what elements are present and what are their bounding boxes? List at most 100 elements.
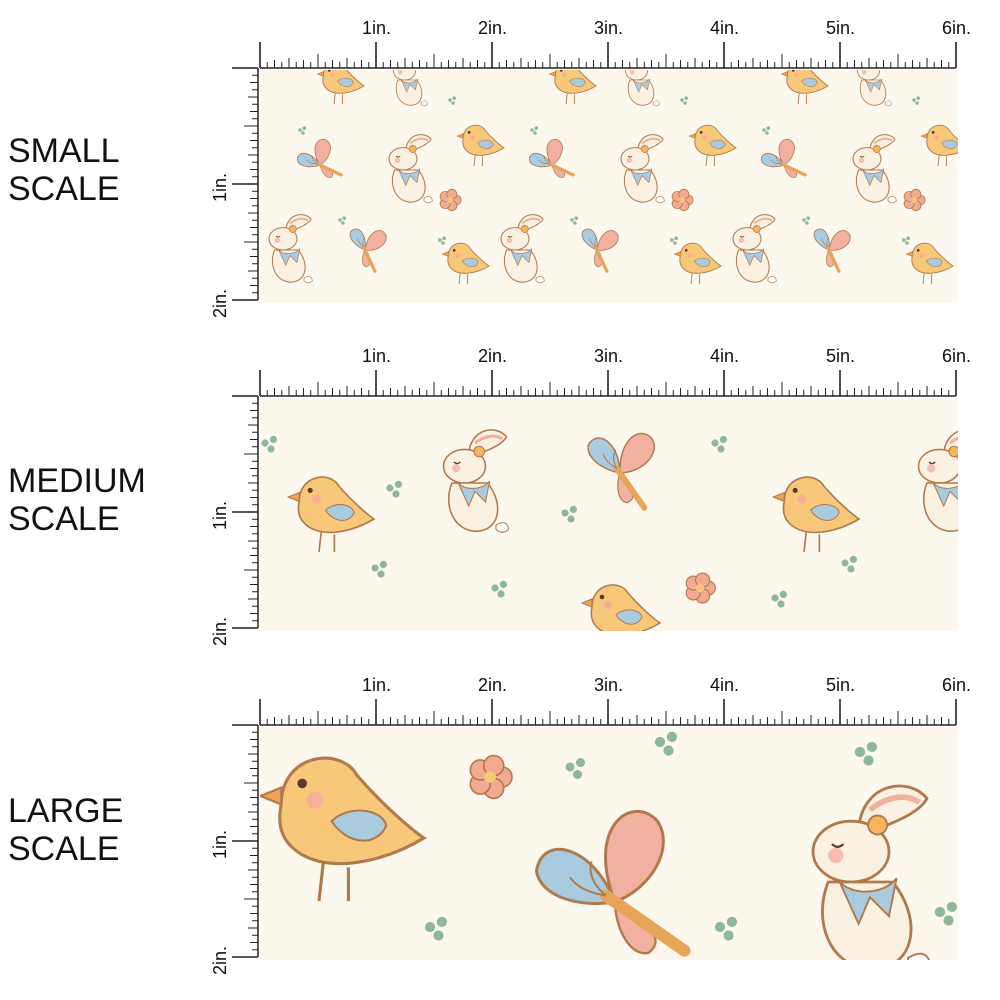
green-dot-icon	[570, 216, 578, 225]
small-ruler-label-h: 4in.	[710, 18, 740, 38]
medium-ruler-label-h: 6in.	[942, 346, 972, 366]
medium-ruler-label-h: 2in.	[478, 346, 508, 366]
large-scale-label: LARGE SCALE	[8, 792, 123, 868]
medium-ruler-label-h: 5in.	[826, 346, 856, 366]
medium-scale-label: MEDIUM SCALE	[8, 462, 146, 538]
bunny-icon	[393, 70, 428, 107]
green-dot-icon	[902, 236, 910, 245]
green-dot-icon	[854, 741, 877, 766]
large-ruler-label-h: 6in.	[942, 675, 972, 695]
butterfly-icon	[760, 139, 807, 178]
flower-icon	[671, 188, 694, 212]
chick-icon	[456, 124, 505, 167]
green-dot-icon	[670, 236, 678, 245]
butterfly-icon	[587, 432, 655, 511]
green-dot-icon	[261, 435, 277, 453]
small-ruler-label-h: 6in.	[942, 18, 972, 38]
green-dot-icon	[338, 216, 346, 225]
chick-icon	[548, 70, 597, 105]
large-ruler-label-h: 1in.	[362, 675, 392, 695]
butterfly-icon	[813, 228, 851, 273]
medium-scale-label-line1: MEDIUM	[8, 462, 146, 500]
bunny-icon	[500, 214, 545, 284]
green-dot-icon	[561, 505, 577, 523]
green-dot-icon	[714, 916, 737, 941]
chick-icon	[260, 756, 427, 902]
large-ruler-label-h: 4in.	[710, 675, 740, 695]
green-dot-icon	[711, 435, 727, 453]
bunny-icon	[917, 430, 958, 533]
chick-icon	[905, 242, 954, 285]
large-scale-label-line2: SCALE	[8, 830, 120, 868]
chick-icon	[441, 242, 490, 285]
chick-icon	[920, 124, 958, 167]
medium-scale-pattern	[261, 429, 958, 631]
butterfly-icon	[581, 228, 619, 273]
bunny-icon	[732, 214, 777, 284]
green-dot-icon	[654, 731, 677, 756]
butterfly-icon	[534, 810, 691, 957]
large-ruler-label-v: 1in.	[210, 829, 230, 859]
green-dot-icon	[448, 96, 456, 105]
butterfly-icon	[528, 139, 575, 178]
green-dot-icon	[386, 480, 402, 498]
green-dot-icon	[841, 555, 857, 573]
bunny-icon	[388, 134, 433, 204]
bunny-icon	[620, 134, 665, 204]
chick-icon	[316, 70, 365, 105]
large-ruler-label-h: 5in.	[826, 675, 856, 695]
medium-scale-label-line2: SCALE	[8, 500, 120, 538]
green-dot-icon	[802, 216, 810, 225]
bunny-icon	[811, 784, 931, 960]
bunny-icon	[442, 429, 510, 533]
large-ruler-label-v: 2in.	[210, 945, 230, 975]
small-ruler-label-h: 2in.	[478, 18, 508, 38]
medium-ruler-label-h: 4in.	[710, 346, 740, 366]
bunny-icon	[857, 70, 892, 107]
small-scale-pattern	[268, 70, 958, 285]
green-dot-icon	[438, 236, 446, 245]
large-scale-swatch	[260, 727, 958, 960]
green-dot-icon	[680, 96, 688, 105]
small-ruler-label-h: 5in.	[826, 18, 856, 38]
chick-icon	[771, 476, 861, 553]
bunny-icon	[268, 214, 313, 284]
small-scale-label: SMALL SCALE	[8, 132, 120, 208]
green-dot-icon	[762, 126, 770, 135]
chick-icon	[580, 584, 662, 631]
flower-icon	[685, 572, 716, 604]
small-scale-swatch	[260, 70, 958, 303]
chick-icon	[673, 242, 722, 285]
green-dot-icon	[371, 560, 387, 578]
large-ruler-label-h: 2in.	[478, 675, 508, 695]
green-dot-icon	[934, 901, 957, 926]
medium-ruler-label-h: 1in.	[362, 346, 392, 366]
flower-icon	[469, 754, 513, 800]
small-ruler-label-h: 1in.	[362, 18, 392, 38]
medium-scale-swatch	[260, 398, 958, 631]
flower-icon	[903, 188, 926, 212]
large-scale-label-line1: LARGE	[8, 792, 124, 830]
green-dot-icon	[298, 126, 306, 135]
green-dot-icon	[912, 96, 920, 105]
large-scale-pattern	[260, 731, 957, 960]
green-dot-icon	[771, 590, 787, 608]
large-ruler-label-h: 3in.	[594, 675, 624, 695]
flower-icon	[439, 188, 462, 212]
small-ruler-label-h: 3in.	[594, 18, 624, 38]
chick-icon	[688, 124, 737, 167]
butterfly-icon	[349, 228, 387, 273]
chick-icon	[286, 476, 376, 553]
small-scale-label-line1: SMALL	[8, 132, 120, 170]
green-dot-icon	[491, 580, 507, 598]
bunny-icon	[852, 134, 897, 204]
green-dot-icon	[424, 916, 447, 941]
chick-icon	[780, 70, 829, 105]
small-scale-label-line2: SCALE	[8, 170, 120, 208]
green-dot-icon	[530, 126, 538, 135]
bunny-icon	[625, 70, 660, 107]
green-dot-icon	[565, 758, 585, 779]
